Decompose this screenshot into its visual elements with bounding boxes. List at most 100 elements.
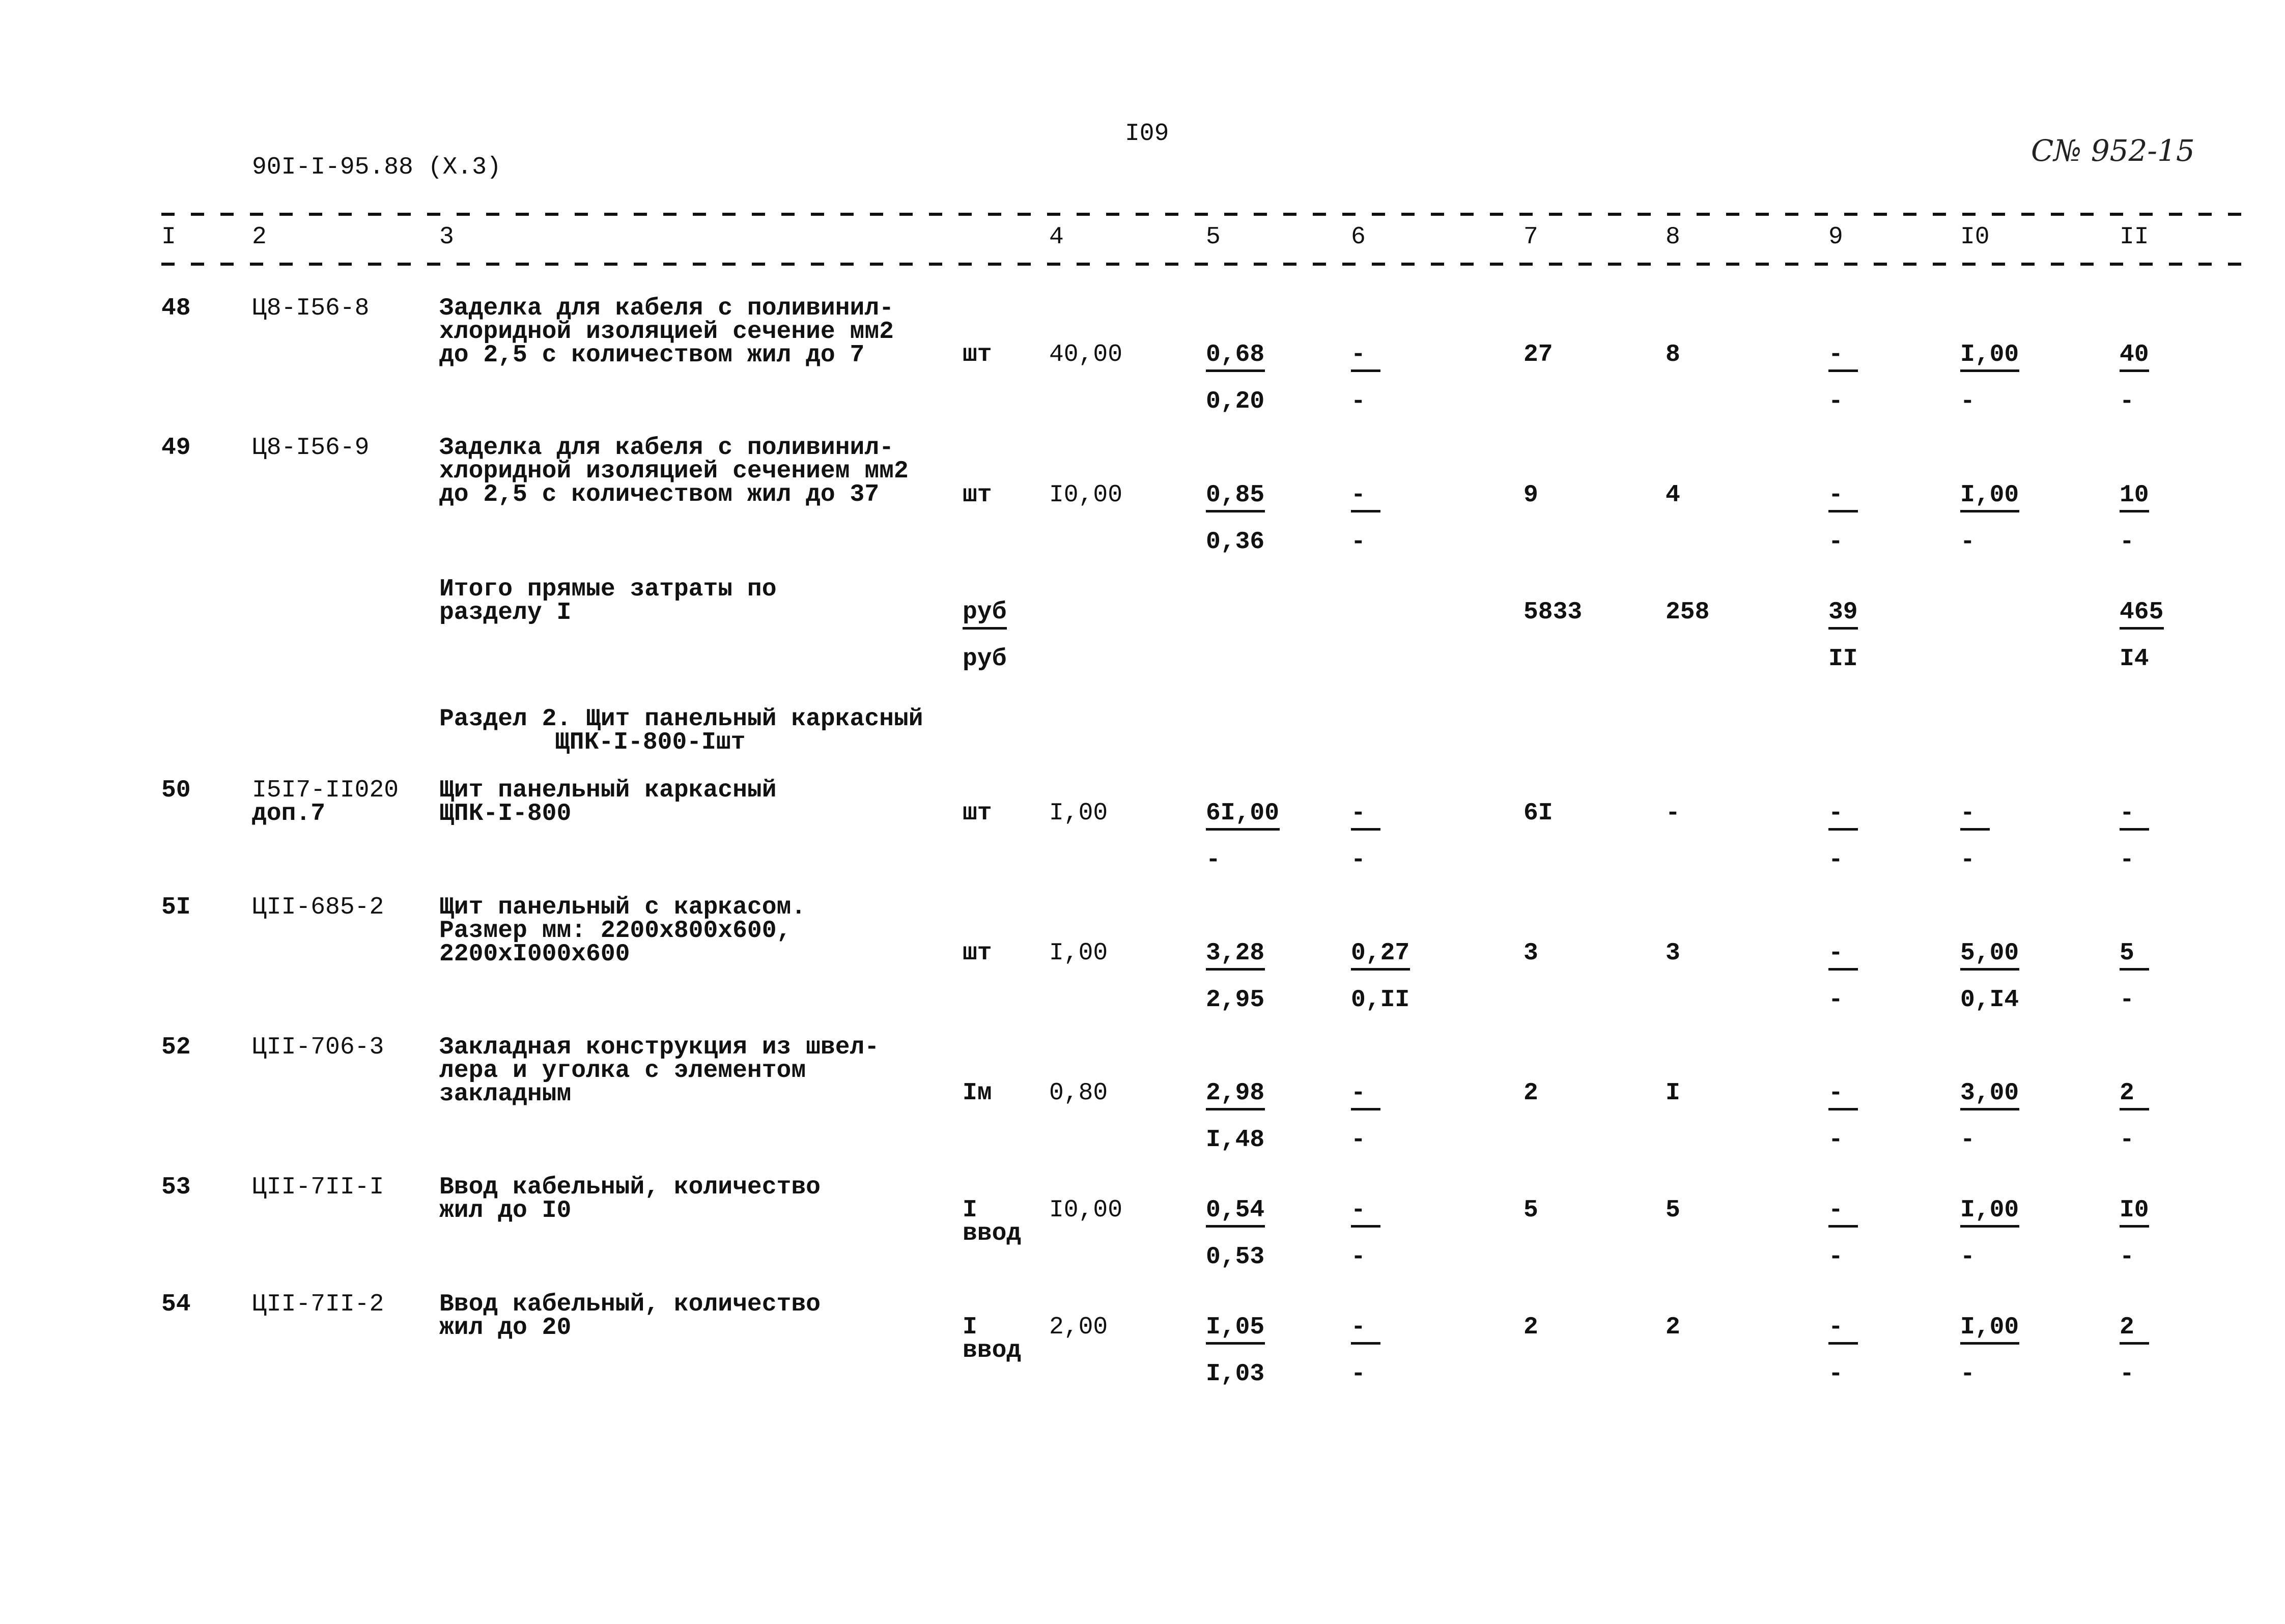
row-unit-top: руб	[963, 599, 1007, 626]
row-description: Закладная конструкция из швел-	[439, 1034, 880, 1061]
section-title: Раздел 2. Щит панельный каркасный	[439, 705, 923, 733]
col9-value-rule	[1828, 1108, 1858, 1110]
col10-value-bottom: -	[1960, 388, 1975, 415]
row-description: хлоридной изоляцией сечением мм2	[439, 458, 909, 485]
col5-value-rule	[1206, 1342, 1265, 1345]
col11-value-rule	[2120, 1225, 2149, 1228]
row-code: доп.7	[252, 800, 326, 828]
col7-value: 6I	[1524, 800, 1553, 827]
col6-value-bottom: -	[1351, 1243, 1366, 1271]
row-quantity: 0,80	[1049, 1079, 1108, 1107]
row-description: Заделка для кабеля с поливинил-	[439, 434, 894, 462]
col7-value: 3	[1524, 939, 1538, 967]
col5-value-rule	[1206, 369, 1265, 372]
row-description: Размер мм: 2200x800x600,	[439, 917, 792, 945]
column-header-10: I0	[1960, 223, 1990, 251]
col11-value-top: 10	[2120, 481, 2149, 509]
row-code: ЦII-706-3	[252, 1034, 384, 1061]
col9-value-bottom: -	[1828, 528, 1843, 556]
document-code: 90I-I-95.88 (X.3)	[252, 154, 501, 181]
row-description: Итого прямые затраты по	[439, 576, 777, 603]
col9-value-bottom: -	[1828, 1126, 1843, 1154]
col11-value-rule	[2120, 369, 2149, 372]
row-code: ЦII-7II-2	[252, 1291, 384, 1318]
col5-value-rule	[1206, 1225, 1265, 1228]
col5-value-top: 0,54	[1206, 1196, 1265, 1224]
col9-value-top: -	[1828, 939, 1843, 967]
col7-value: 9	[1524, 481, 1538, 509]
col9-value-rule	[1828, 968, 1858, 971]
col5-value-bottom: I,03	[1206, 1360, 1265, 1388]
col8-value: -	[1666, 800, 1680, 827]
col10-value-bottom: 0,I4	[1960, 986, 2019, 1014]
col6-value-top: -	[1351, 800, 1366, 827]
col11-value-top: I0	[2120, 1196, 2149, 1224]
col8-value: 8	[1666, 341, 1680, 368]
col5-value-rule	[1206, 828, 1280, 831]
row-description: Ввод кабельный, количество	[439, 1291, 821, 1318]
col5-value-bottom: I,48	[1206, 1126, 1265, 1154]
row-number: 50	[161, 777, 191, 804]
row-description: Щит панельный с каркасом.	[439, 894, 806, 921]
col9-value-top: -	[1828, 800, 1843, 827]
col9-value-rule	[1828, 828, 1858, 831]
row-description: Заделка для кабеля с поливинил-	[439, 295, 894, 322]
row-description: ЩПК-I-800	[439, 800, 572, 828]
col7-value: 2	[1524, 1314, 1538, 1341]
col5-value-bottom: 2,95	[1206, 986, 1265, 1014]
col5-value-bottom: 0,36	[1206, 528, 1265, 556]
row-code: ЦII-7II-I	[252, 1174, 384, 1201]
col9-value-bottom: -	[1828, 1243, 1843, 1271]
col6-value-top: -	[1351, 481, 1366, 509]
col11-value-rule	[2120, 510, 2149, 512]
col6-value-bottom: 0,II	[1351, 986, 1410, 1014]
col9-value-top: -	[1828, 1314, 1843, 1341]
column-header-4: 4	[1049, 223, 1064, 251]
col6-value-rule	[1351, 968, 1410, 971]
col6-value-rule	[1351, 369, 1380, 372]
page-number: I09	[1125, 120, 1169, 148]
col5-value-bottom: 0,53	[1206, 1243, 1265, 1271]
header-bottom-divider	[161, 263, 2243, 266]
header-top-divider	[161, 213, 2243, 216]
col11-value-rule	[2120, 627, 2164, 630]
col10-value-bottom: -	[1960, 846, 1975, 874]
col9-value-top: -	[1828, 481, 1843, 509]
col5-value-top: 2,98	[1206, 1079, 1265, 1107]
col6-value-rule	[1351, 510, 1380, 512]
row-quantity: 2,00	[1049, 1314, 1108, 1341]
column-header-9: 9	[1828, 223, 1843, 251]
row-number: 5I	[161, 894, 191, 921]
col6-value-top: -	[1351, 1314, 1366, 1341]
col6-value-top: -	[1351, 1196, 1366, 1224]
col11-value-bottom: -	[2120, 528, 2134, 556]
col9-value-rule	[1828, 369, 1858, 372]
col6-value-rule	[1351, 1342, 1380, 1345]
col10-value-rule	[1960, 968, 2019, 971]
col6-value-bottom: -	[1351, 388, 1366, 415]
column-header-8: 8	[1666, 223, 1680, 251]
col10-value-top: 3,00	[1960, 1079, 2019, 1107]
row-code: ЦII-685-2	[252, 894, 384, 921]
row-quantity: I0,00	[1049, 1196, 1123, 1224]
col6-value-top: 0,27	[1351, 939, 1410, 967]
row-quantity: I,00	[1049, 939, 1108, 967]
col11-value-bottom: -	[2120, 1126, 2134, 1154]
column-header-5: 5	[1206, 223, 1221, 251]
col7-value: 27	[1524, 341, 1553, 368]
col6-value-rule	[1351, 1108, 1380, 1110]
row-unit: шт	[963, 939, 992, 967]
row-unit: шт	[963, 800, 992, 827]
row-description: Щит панельный каркасный	[439, 777, 777, 804]
col6-value-rule	[1351, 828, 1380, 831]
row-unit: ввод	[963, 1337, 1022, 1364]
col10-value-bottom: -	[1960, 528, 1975, 556]
row-quantity: I,00	[1049, 800, 1108, 827]
col9-value-rule	[1828, 1225, 1858, 1228]
col9-value-rule	[1828, 510, 1858, 512]
row-unit: шт	[963, 341, 992, 368]
col8-value: 2	[1666, 1314, 1680, 1341]
col6-value-top: -	[1351, 341, 1366, 368]
col9-value-bottom: -	[1828, 1360, 1843, 1388]
col6-value-bottom: -	[1351, 1126, 1366, 1154]
